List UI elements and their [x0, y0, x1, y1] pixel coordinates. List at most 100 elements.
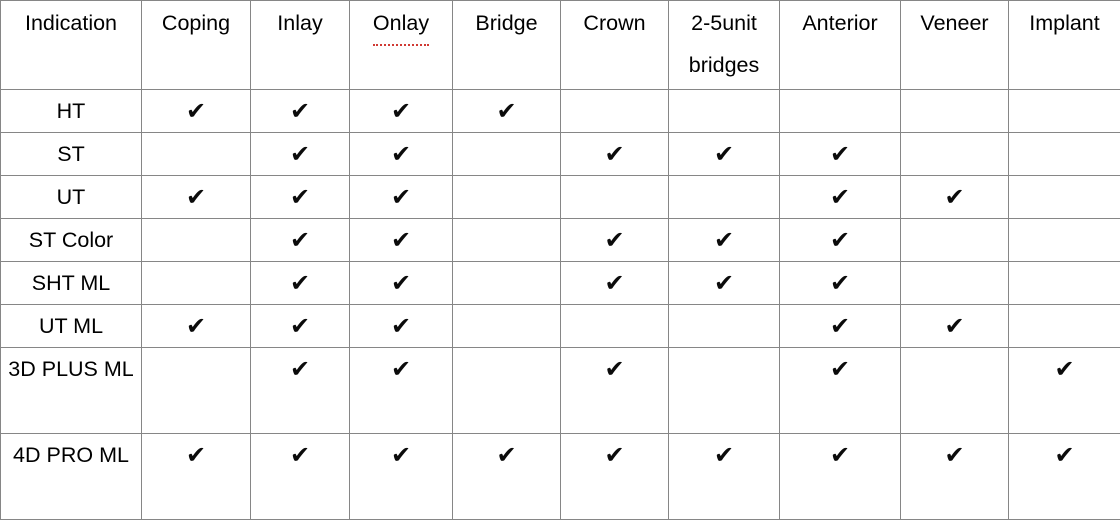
table-row: 4D PRO ML✔✔✔✔✔✔✔✔✔: [1, 434, 1120, 520]
cell-veneer: [901, 262, 1009, 305]
cell-bridge: [453, 133, 561, 176]
checkmark-icon: ✔: [901, 176, 1008, 218]
column-header-label: Onlay: [373, 2, 429, 46]
cell-veneer: ✔: [901, 434, 1009, 520]
column-header-crown: Crown: [561, 1, 669, 90]
cell-coping: [142, 219, 251, 262]
cell-units: [669, 176, 780, 219]
checkmark-icon: ✔: [251, 262, 349, 304]
checkmark-icon: ✔: [142, 176, 250, 218]
cell-bridge: [453, 176, 561, 219]
checkmark-icon: ✔: [901, 305, 1008, 347]
cell-onlay: ✔: [350, 305, 453, 348]
cell-bridge: ✔: [453, 434, 561, 520]
cell-veneer: ✔: [901, 176, 1009, 219]
column-header-label: Inlay: [251, 2, 349, 44]
cell-onlay: ✔: [350, 219, 453, 262]
cell-anterior: ✔: [780, 219, 901, 262]
row-header-cell: ST: [1, 133, 142, 176]
cell-veneer: ✔: [901, 305, 1009, 348]
row-header-cell: 4D PRO ML: [1, 434, 142, 520]
empty-cell-marker: [453, 262, 560, 304]
column-header-anterior: Anterior: [780, 1, 901, 90]
cell-bridge: [453, 305, 561, 348]
checkmark-icon: ✔: [350, 90, 452, 132]
cell-implant: ✔: [1009, 348, 1120, 434]
empty-cell-marker: [561, 176, 668, 218]
empty-cell-marker: [453, 305, 560, 347]
checkmark-icon: ✔: [561, 348, 668, 390]
cell-crown: ✔: [561, 219, 669, 262]
empty-cell-marker: [901, 133, 1008, 175]
cell-onlay: ✔: [350, 262, 453, 305]
checkmark-icon: ✔: [142, 90, 250, 132]
empty-cell-marker: [901, 348, 1008, 390]
table-row: HT✔✔✔✔: [1, 90, 1120, 133]
cell-coping: ✔: [142, 90, 251, 133]
row-header-label: UT: [1, 176, 141, 218]
cell-coping: ✔: [142, 434, 251, 520]
cell-implant: [1009, 176, 1120, 219]
cell-bridge: [453, 219, 561, 262]
row-header-label: UT ML: [1, 305, 141, 347]
checkmark-icon: ✔: [251, 176, 349, 218]
checkmark-icon: ✔: [561, 133, 668, 175]
cell-units: [669, 305, 780, 348]
row-header-label: 3D PLUS ML: [1, 348, 141, 390]
empty-cell-marker: [142, 219, 250, 261]
checkmark-icon: ✔: [251, 434, 349, 476]
table-row: UT✔✔✔ ✔✔: [1, 176, 1120, 219]
column-header-inlay: Inlay: [251, 1, 350, 90]
cell-implant: [1009, 305, 1120, 348]
empty-cell-marker: [669, 176, 779, 218]
checkmark-icon: ✔: [251, 305, 349, 347]
empty-cell-marker: [561, 90, 668, 132]
cell-inlay: ✔: [251, 90, 350, 133]
cell-inlay: ✔: [251, 434, 350, 520]
row-header-cell: UT ML: [1, 305, 142, 348]
cell-onlay: ✔: [350, 348, 453, 434]
column-header-onlay: Onlay: [350, 1, 453, 90]
cell-onlay: ✔: [350, 90, 453, 133]
empty-cell-marker: [901, 90, 1008, 132]
checkmark-icon: ✔: [780, 133, 900, 175]
empty-cell-marker: [1009, 219, 1120, 261]
checkmark-icon: ✔: [350, 434, 452, 476]
empty-cell-marker: [901, 262, 1008, 304]
empty-cell-marker: [1009, 176, 1120, 218]
cell-implant: [1009, 133, 1120, 176]
column-header-label: Implant: [1009, 2, 1120, 44]
empty-cell-marker: [669, 90, 779, 132]
row-header-cell: SHT ML: [1, 262, 142, 305]
empty-cell-marker: [453, 219, 560, 261]
cell-crown: [561, 176, 669, 219]
cell-units: ✔: [669, 434, 780, 520]
empty-cell-marker: [1009, 133, 1120, 175]
empty-cell-marker: [453, 133, 560, 175]
column-header-units: 2-5unit bridges: [669, 1, 780, 90]
table-row: ST ✔✔ ✔✔✔: [1, 133, 1120, 176]
column-header-label: Coping: [142, 2, 250, 44]
cell-crown: ✔: [561, 434, 669, 520]
cell-anterior: [780, 90, 901, 133]
column-header-implant: Implant: [1009, 1, 1120, 90]
cell-coping: [142, 133, 251, 176]
cell-anterior: ✔: [780, 262, 901, 305]
checkmark-icon: ✔: [780, 305, 900, 347]
checkmark-icon: ✔: [1009, 348, 1120, 390]
cell-coping: ✔: [142, 176, 251, 219]
cell-implant: [1009, 219, 1120, 262]
table-row: 3D PLUS ML ✔✔ ✔ ✔ ✔: [1, 348, 1120, 434]
column-header-label: Bridge: [453, 2, 560, 44]
cell-units: ✔: [669, 133, 780, 176]
cell-crown: [561, 305, 669, 348]
cell-anterior: ✔: [780, 305, 901, 348]
row-header-label: 4D PRO ML: [1, 434, 141, 476]
column-header-label: Veneer: [901, 2, 1008, 44]
checkmark-icon: ✔: [350, 305, 452, 347]
cell-bridge: [453, 262, 561, 305]
column-header-indication: Indication: [1, 1, 142, 90]
cell-crown: ✔: [561, 133, 669, 176]
checkmark-icon: ✔: [561, 434, 668, 476]
